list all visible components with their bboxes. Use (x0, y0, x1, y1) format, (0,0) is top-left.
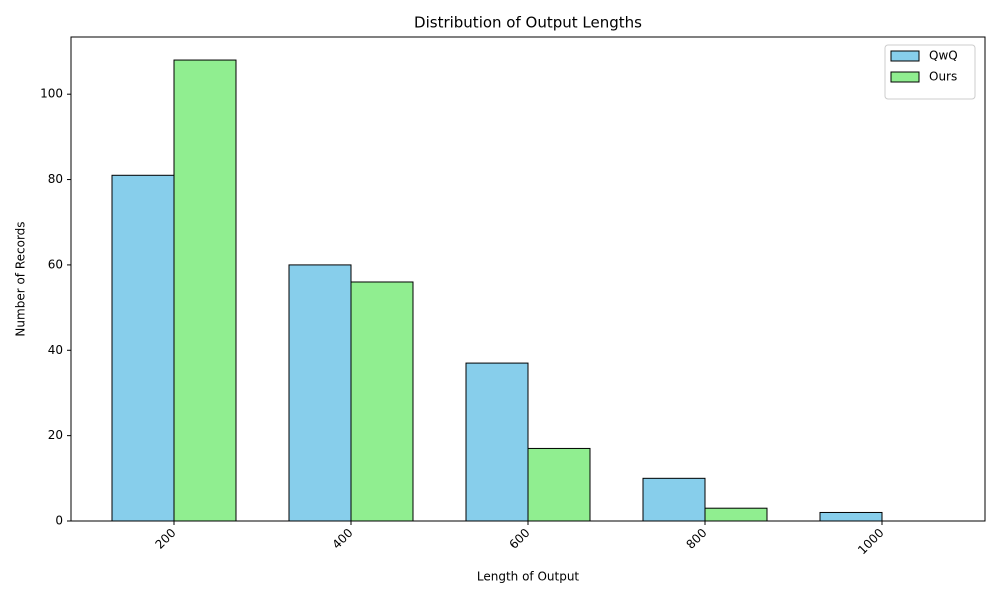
y-tick-label: 0 (55, 514, 63, 528)
bar (704, 507, 768, 522)
x-tick-label: 1000 (855, 526, 886, 557)
plot-frame (70, 36, 986, 522)
y-tick-label: 40 (48, 343, 63, 357)
bar (819, 511, 883, 522)
chart-title: Distribution of Output Lengths (414, 14, 642, 32)
bar (527, 447, 591, 522)
y-tick-label: 20 (48, 428, 63, 442)
x-tick-label: 600 (506, 526, 532, 552)
y-tick-label: 80 (48, 172, 63, 186)
bar (111, 174, 175, 522)
legend-label: Ours (929, 70, 957, 84)
y-tick-label: 100 (40, 87, 63, 101)
legend: QwQ Ours (884, 44, 976, 100)
legend-label: QwQ (929, 49, 958, 63)
y-axis-label: Number of Records (14, 221, 28, 336)
bar (173, 59, 237, 522)
x-tick-label: 400 (329, 526, 355, 552)
bar (465, 362, 529, 522)
bar (288, 264, 352, 522)
legend-swatch (890, 71, 920, 83)
x-axis-label: Length of Output (477, 570, 580, 584)
x-tick-label: 200 (152, 526, 178, 552)
y-tick-label: 60 (48, 257, 63, 271)
legend-swatch (890, 50, 920, 62)
x-tick-label: 800 (683, 526, 709, 552)
bar (350, 281, 414, 522)
bar (642, 477, 706, 522)
